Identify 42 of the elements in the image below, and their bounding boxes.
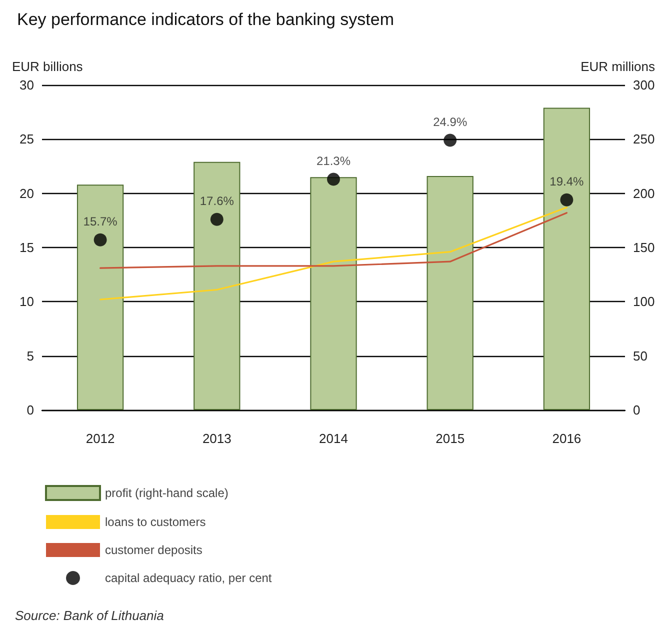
x-tick-label: 2015	[436, 431, 465, 446]
source-note: Source: Bank of Lithuania	[15, 608, 164, 623]
y2-tick-label: 250	[633, 132, 655, 147]
point	[94, 233, 107, 246]
legend-label: loans to customers	[105, 515, 206, 529]
y-tick-label: 25	[20, 132, 34, 147]
bar	[194, 162, 240, 410]
x-tick-label: 2012	[86, 431, 115, 446]
y-tick-label: 15	[20, 240, 34, 255]
y-tick-label: 20	[20, 186, 34, 201]
chart-title: Key performance indicators of the banking system	[17, 10, 394, 29]
y-tick-label: 30	[20, 78, 34, 92]
point	[444, 134, 457, 147]
data-label: 21.3%	[316, 154, 351, 168]
y2-tick-label: 0	[633, 402, 640, 418]
y-tick-label: 10	[20, 294, 34, 310]
x-tick-label: 2014	[319, 431, 348, 446]
data-label: 17.6%	[200, 194, 234, 208]
y2-tick-label: 150	[633, 240, 655, 255]
point	[210, 212, 224, 226]
bar	[310, 177, 357, 410]
legend-label: profit (right-hand scale)	[105, 486, 228, 500]
y2-tick-label: 300	[633, 78, 655, 92]
y2-tick-label: 100	[633, 294, 655, 310]
y-tick-label: 0	[26, 402, 34, 418]
y2-axis-title: EUR millions	[580, 59, 656, 74]
bar	[426, 176, 474, 410]
x-tick-label: 2016	[552, 431, 582, 446]
y-axis-title: EUR billions	[12, 59, 84, 74]
y2-tick-label: 50	[633, 348, 648, 364]
y2-tick-label: 200	[633, 186, 655, 201]
legend-label: customer deposits	[105, 543, 202, 557]
data-label: 19.4%	[550, 174, 584, 188]
x-tick-label: 2013	[202, 431, 232, 446]
point	[560, 193, 574, 206]
point	[327, 172, 340, 186]
data-label: 15.7%	[83, 214, 118, 228]
data-label: 24.9%	[433, 114, 468, 129]
y-tick-label: 5	[26, 348, 34, 364]
legend-label: capital adequacy ratio, per cent	[105, 571, 272, 585]
bar	[76, 184, 124, 410]
bar	[543, 108, 590, 410]
